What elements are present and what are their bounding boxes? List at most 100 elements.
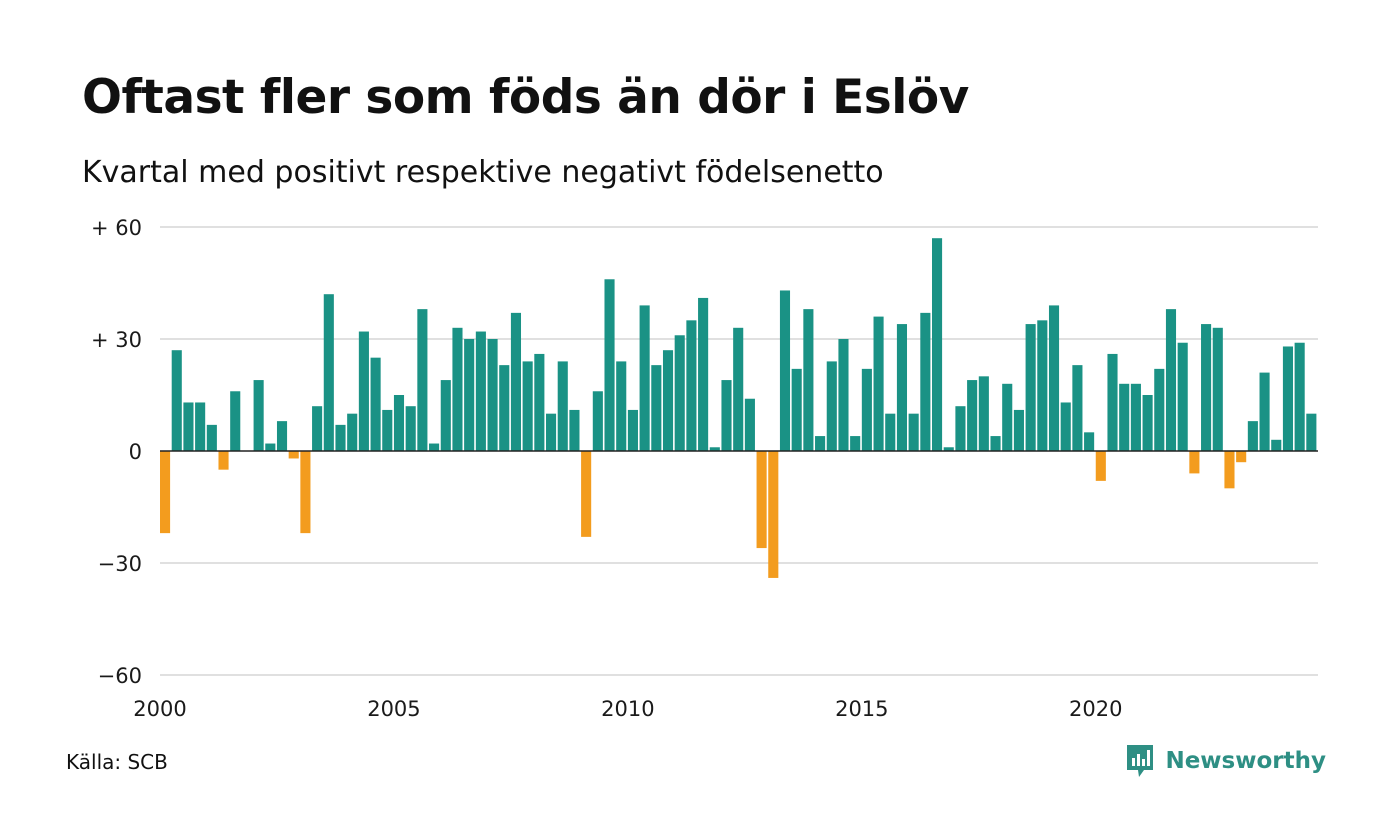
bar <box>627 409 638 451</box>
x-tick-label: 2020 <box>1069 697 1122 721</box>
bar <box>1060 402 1071 451</box>
bars <box>160 238 1317 578</box>
x-tick-label: 2010 <box>601 697 654 721</box>
bar <box>160 451 171 534</box>
bar <box>1142 395 1153 451</box>
bar <box>265 443 276 451</box>
bar <box>171 350 182 451</box>
bar <box>686 320 697 451</box>
bar <box>721 380 732 451</box>
bar <box>382 409 393 451</box>
bar <box>393 395 405 451</box>
bar <box>1259 372 1270 451</box>
y-tick-label: + 30 <box>91 328 142 352</box>
bar <box>1025 324 1036 451</box>
bar <box>1177 342 1188 451</box>
bar <box>604 279 615 451</box>
bar <box>312 406 323 451</box>
bar <box>1294 342 1305 451</box>
bar <box>1236 451 1247 463</box>
bar <box>1048 305 1060 451</box>
bar <box>429 443 440 451</box>
y-tick-label: 0 <box>129 440 142 464</box>
bar <box>896 324 908 451</box>
x-tick-labels: 2000 2005 2010 2015 2020 <box>133 697 1122 721</box>
bar <box>569 409 580 451</box>
source-note: Källa: SCB <box>66 750 168 774</box>
bar <box>826 361 837 451</box>
bar <box>592 391 603 451</box>
bar <box>288 451 299 459</box>
bar <box>1271 439 1282 451</box>
bar <box>1224 451 1235 489</box>
bar <box>1212 327 1223 451</box>
x-tick-label: 2000 <box>133 697 186 721</box>
bar <box>475 331 486 451</box>
bar <box>487 339 498 451</box>
bar <box>417 309 428 451</box>
bar <box>1119 383 1130 451</box>
bar <box>1189 451 1200 474</box>
bar <box>534 353 545 451</box>
bar <box>347 413 358 451</box>
bar <box>335 424 346 451</box>
bar <box>674 335 685 451</box>
bar <box>651 365 662 451</box>
bar <box>195 402 206 451</box>
bar <box>1084 432 1095 451</box>
bar <box>639 305 650 451</box>
y-tick-label: −60 <box>98 664 142 688</box>
bar <box>920 312 931 451</box>
bar <box>464 339 475 451</box>
bar <box>358 331 369 451</box>
bar <box>861 368 872 451</box>
bar <box>1130 383 1141 451</box>
bar <box>440 380 451 451</box>
bar <box>230 391 241 451</box>
bar <box>885 413 896 451</box>
bar <box>815 436 826 451</box>
bar <box>756 451 767 549</box>
bar <box>1037 320 1048 451</box>
bar <box>183 402 194 451</box>
bar <box>276 421 288 451</box>
y-tick-label: + 60 <box>91 216 142 240</box>
bar <box>1282 346 1294 451</box>
bar <box>557 361 568 451</box>
bar <box>510 312 522 451</box>
bar <box>452 327 463 451</box>
bar <box>581 451 592 537</box>
bar <box>1002 383 1013 451</box>
bar <box>1201 324 1212 451</box>
bar <box>616 361 627 451</box>
bar <box>744 398 755 451</box>
bar <box>300 451 311 534</box>
bar <box>1095 451 1106 481</box>
bar <box>1107 353 1118 451</box>
bar <box>522 361 533 451</box>
bar <box>1013 409 1024 451</box>
bar <box>662 350 674 451</box>
bar <box>791 368 802 451</box>
bar <box>838 339 849 451</box>
newsworthy-logo-icon <box>1127 745 1154 777</box>
x-tick-label: 2015 <box>835 697 888 721</box>
brand-logo: Newsworthy <box>1125 743 1326 779</box>
bar <box>978 376 989 451</box>
bar <box>370 357 381 451</box>
brand-name: Newsworthy <box>1165 748 1326 774</box>
bar <box>955 406 966 451</box>
bar <box>932 238 943 451</box>
bar <box>779 290 791 451</box>
bar <box>873 316 884 451</box>
bar <box>206 424 217 451</box>
bar <box>733 327 744 451</box>
bar <box>546 413 557 451</box>
bar <box>768 451 779 578</box>
chart-title: Oftast fler som föds än dör i Eslöv <box>82 70 969 125</box>
y-tick-labels: + 60 + 30 0 −30 −60 <box>91 216 142 688</box>
bar <box>323 294 334 451</box>
bar <box>908 413 919 451</box>
bar <box>1165 309 1177 451</box>
